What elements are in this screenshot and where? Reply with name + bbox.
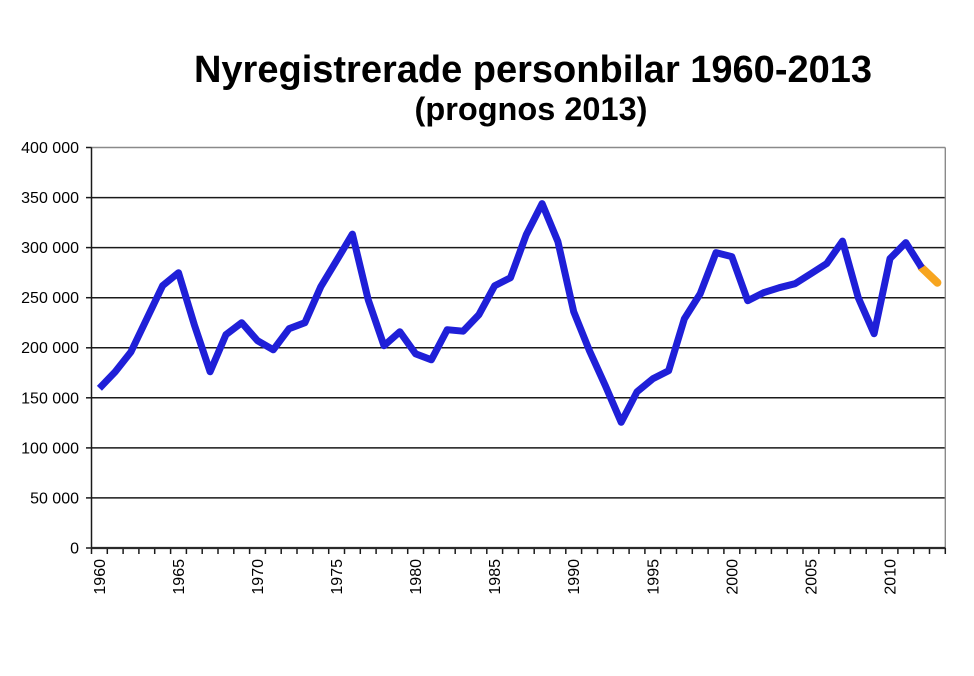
svg-text:150 000: 150 000 <box>21 390 79 407</box>
svg-text:2005: 2005 <box>803 559 820 595</box>
svg-text:1970: 1970 <box>250 559 267 595</box>
svg-text:2010: 2010 <box>883 559 900 595</box>
svg-text:300 000: 300 000 <box>21 240 79 257</box>
svg-text:1965: 1965 <box>171 559 188 595</box>
svg-text:1990: 1990 <box>566 559 583 595</box>
svg-text:(prognos 2013): (prognos 2013) <box>415 91 648 127</box>
svg-text:100 000: 100 000 <box>21 440 79 457</box>
svg-text:1980: 1980 <box>408 559 425 595</box>
svg-text:50 000: 50 000 <box>30 490 79 507</box>
svg-text:400 000: 400 000 <box>21 140 79 157</box>
svg-text:1995: 1995 <box>645 559 662 595</box>
svg-text:200 000: 200 000 <box>21 340 79 357</box>
svg-text:350 000: 350 000 <box>21 190 79 207</box>
svg-text:Nyregistrerade personbilar 196: Nyregistrerade personbilar 1960-2013 <box>194 49 872 91</box>
svg-text:1975: 1975 <box>329 559 346 595</box>
svg-text:1985: 1985 <box>487 559 504 595</box>
svg-text:2000: 2000 <box>724 559 741 595</box>
svg-text:1960: 1960 <box>92 559 109 595</box>
svg-text:0: 0 <box>70 541 79 558</box>
svg-text:250 000: 250 000 <box>21 290 79 307</box>
